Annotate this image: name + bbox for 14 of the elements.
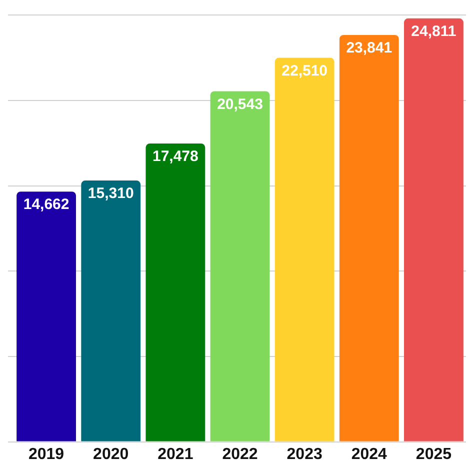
x-tick-label: 2022 [222, 446, 258, 463]
data-label: 14,662 [23, 196, 70, 214]
x-tick-label: 2021 [158, 446, 194, 463]
data-label: 22,510 [282, 62, 328, 80]
x-tick-label: 2020 [93, 446, 129, 463]
data-label: 24,811 [411, 23, 456, 40]
data-label: 20,543 [217, 96, 263, 113]
x-tick-label: 2024 [351, 446, 388, 463]
x-tick-label: 2019 [28, 446, 64, 463]
data-label: 15,310 [88, 185, 134, 202]
data-label: 23,841 [346, 40, 392, 57]
x-tick-label: 2023 [286, 446, 322, 463]
x-tick-label: 2025 [416, 446, 452, 463]
data-label: 17,478 [152, 148, 198, 166]
